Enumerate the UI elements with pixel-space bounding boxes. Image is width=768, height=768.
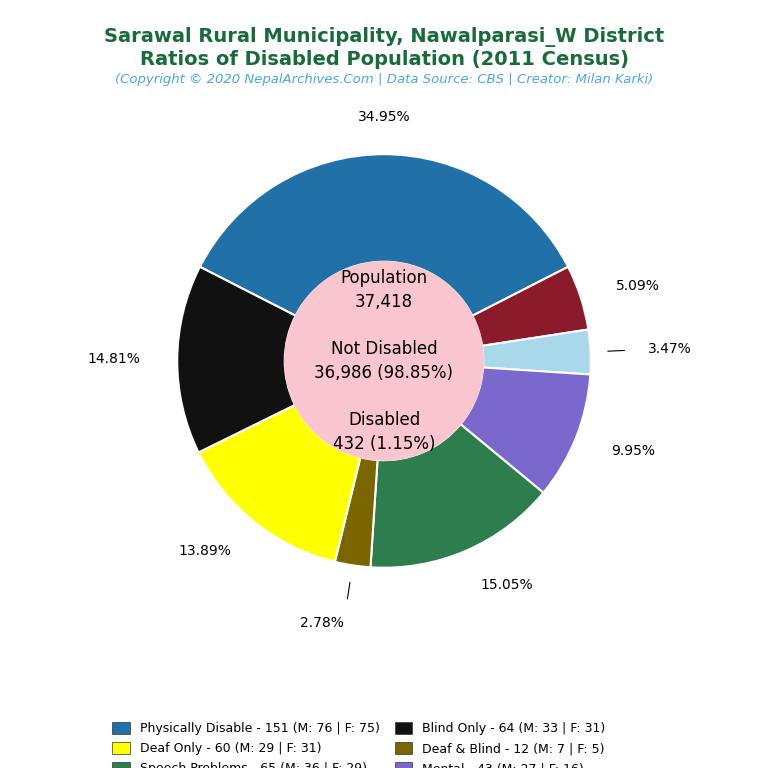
- Text: 5.09%: 5.09%: [616, 279, 660, 293]
- Text: Ratios of Disabled Population (2011 Census): Ratios of Disabled Population (2011 Cens…: [140, 50, 628, 69]
- Wedge shape: [461, 367, 591, 493]
- Text: (Copyright © 2020 NepalArchives.Com | Data Source: CBS | Creator: Milan Karki): (Copyright © 2020 NepalArchives.Com | Da…: [115, 73, 653, 86]
- Wedge shape: [482, 329, 591, 375]
- Wedge shape: [200, 154, 568, 316]
- Wedge shape: [335, 458, 378, 568]
- Text: 13.89%: 13.89%: [178, 545, 231, 558]
- Wedge shape: [370, 424, 543, 568]
- Circle shape: [285, 262, 483, 460]
- Text: Population
37,418

Not Disabled
36,986 (98.85%)

Disabled
432 (1.15%): Population 37,418 Not Disabled 36,986 (9…: [315, 270, 453, 452]
- Text: 2.78%: 2.78%: [300, 615, 344, 630]
- Wedge shape: [177, 266, 296, 452]
- Wedge shape: [472, 266, 588, 346]
- Text: 3.47%: 3.47%: [648, 343, 692, 356]
- Text: 15.05%: 15.05%: [481, 578, 533, 592]
- Text: Sarawal Rural Municipality, Nawalparasi_W District: Sarawal Rural Municipality, Nawalparasi_…: [104, 27, 664, 47]
- Wedge shape: [199, 405, 360, 562]
- Legend: Physically Disable - 151 (M: 76 | F: 75), Deaf Only - 60 (M: 29 | F: 31), Speech: Physically Disable - 151 (M: 76 | F: 75)…: [112, 722, 656, 768]
- Text: 9.95%: 9.95%: [611, 444, 655, 458]
- Text: 14.81%: 14.81%: [87, 353, 140, 366]
- Text: 34.95%: 34.95%: [358, 110, 410, 124]
